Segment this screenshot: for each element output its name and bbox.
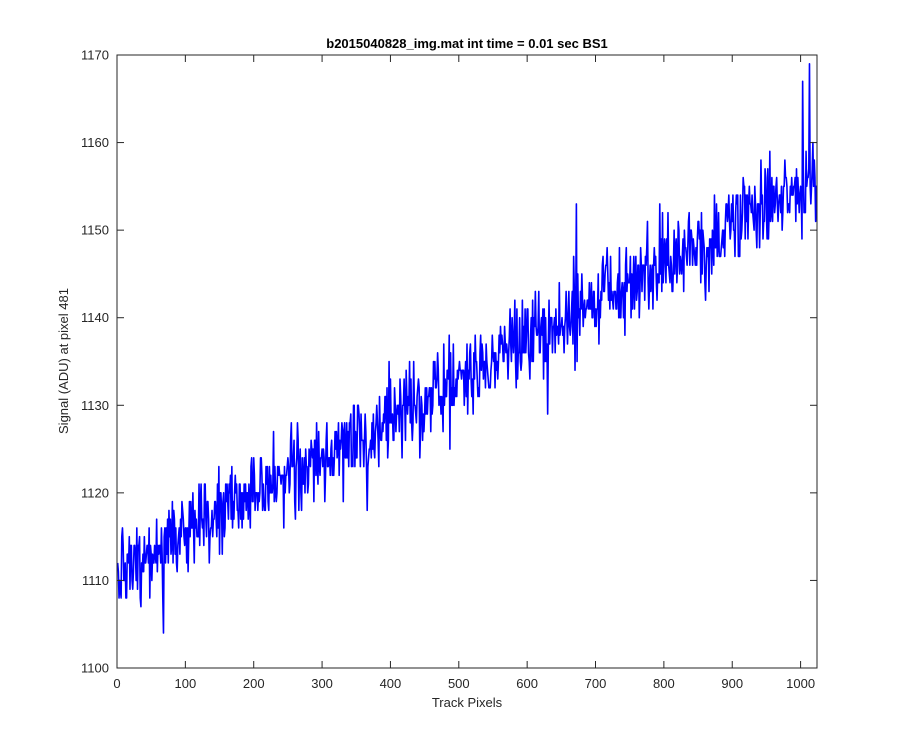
x-axis-label: Track Pixels [432,695,503,710]
x-tick-label: 900 [721,676,743,691]
chart-title: b2015040828_img.mat int time = 0.01 sec … [326,36,607,51]
y-axis-label: Signal (ADU) at pixel 481 [56,288,71,434]
y-tick-label: 1150 [81,223,109,238]
series-line [117,62,817,634]
series-layer [117,62,817,634]
x-tick-label: 600 [516,676,538,691]
y-tick-label: 1120 [81,485,109,500]
y-tick-label: 1110 [82,573,109,588]
x-tick-label: 800 [653,676,675,691]
x-tick-label: 0 [113,676,120,691]
y-tick-label: 1140 [81,310,109,325]
y-tick-label: 1160 [81,135,109,150]
y-tick-label: 1170 [81,48,109,63]
x-tick-label: 400 [380,676,402,691]
plot-area [116,54,818,669]
x-tick-label: 500 [448,676,470,691]
x-tick-label: 200 [243,676,265,691]
x-tick-label: 700 [585,676,607,691]
ticks-layer: 0 100 200 300 400 500 600 700 800 900 1000 1100 1110… [81,48,817,691]
y-tick-label: 1100 [81,661,109,676]
x-tick-label: 1000 [786,676,815,691]
y-tick-label: 1130 [81,398,109,413]
x-tick-label: 100 [175,676,197,691]
x-tick-label: 300 [311,676,333,691]
